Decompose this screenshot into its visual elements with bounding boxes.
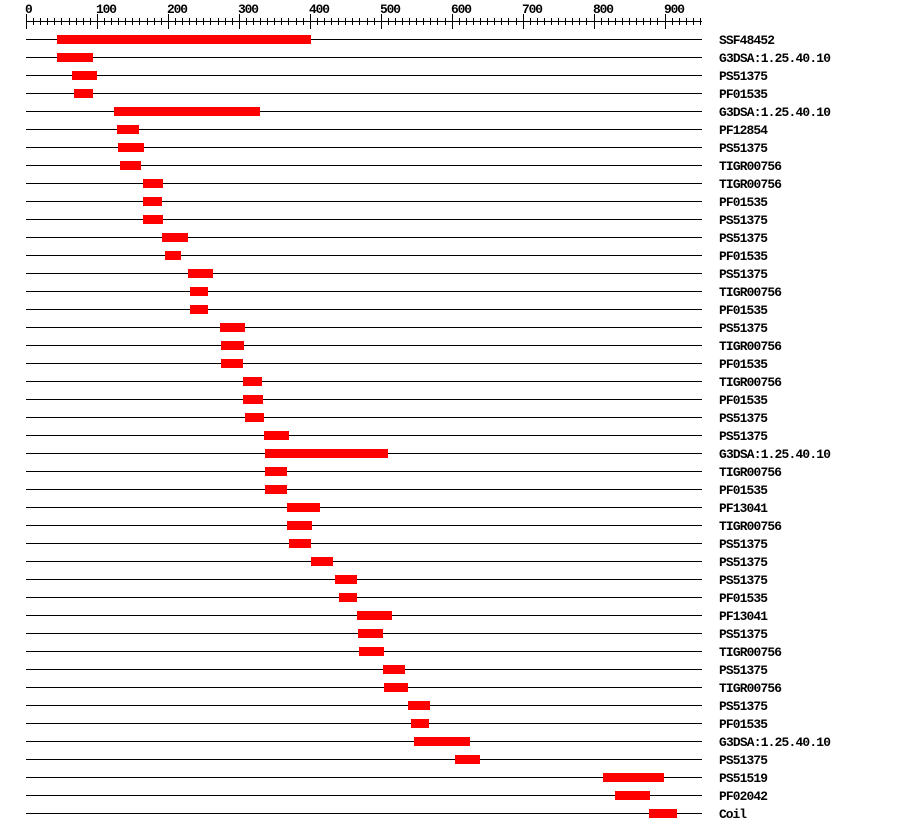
svg-text:G3DSA:1.25.40.10: G3DSA:1.25.40.10	[719, 51, 831, 66]
svg-text:TIGR00756: TIGR00756	[719, 465, 782, 480]
svg-text:PS51375: PS51375	[719, 411, 768, 426]
svg-text:PF01535: PF01535	[719, 591, 768, 606]
svg-text:500: 500	[380, 2, 401, 17]
svg-text:PF02042: PF02042	[719, 789, 768, 804]
svg-text:PS51375: PS51375	[719, 663, 768, 678]
svg-text:TIGR00756: TIGR00756	[719, 375, 782, 390]
svg-text:TIGR00756: TIGR00756	[719, 339, 782, 354]
svg-text:PF01535: PF01535	[719, 717, 768, 732]
svg-text:PF01535: PF01535	[719, 483, 768, 498]
svg-text:400: 400	[309, 2, 330, 17]
svg-text:PF01535: PF01535	[719, 393, 768, 408]
svg-text:PS51519: PS51519	[719, 771, 768, 786]
svg-text:G3DSA:1.25.40.10: G3DSA:1.25.40.10	[719, 735, 831, 750]
svg-text:PS51375: PS51375	[719, 699, 768, 714]
svg-text:TIGR00756: TIGR00756	[719, 681, 782, 696]
svg-text:700: 700	[522, 2, 543, 17]
svg-text:PS51375: PS51375	[719, 141, 768, 156]
svg-text:TIGR00756: TIGR00756	[719, 285, 782, 300]
svg-text:200: 200	[167, 2, 188, 17]
svg-text:TIGR00756: TIGR00756	[719, 645, 782, 660]
svg-text:PS51375: PS51375	[719, 69, 768, 84]
svg-text:PS51375: PS51375	[719, 213, 768, 228]
svg-text:300: 300	[238, 2, 259, 17]
svg-text:PF01535: PF01535	[719, 195, 768, 210]
svg-text:PF13041: PF13041	[719, 501, 768, 516]
svg-text:G3DSA:1.25.40.10: G3DSA:1.25.40.10	[719, 105, 831, 120]
svg-text:TIGR00756: TIGR00756	[719, 159, 782, 174]
svg-text:PF01535: PF01535	[719, 87, 768, 102]
svg-text:PS51375: PS51375	[719, 753, 768, 768]
svg-text:PF13041: PF13041	[719, 609, 768, 624]
svg-text:PS51375: PS51375	[719, 627, 768, 642]
svg-text:PS51375: PS51375	[719, 231, 768, 246]
svg-text:Coil: Coil	[719, 807, 747, 822]
svg-text:PS51375: PS51375	[719, 267, 768, 282]
svg-text:0: 0	[25, 2, 33, 17]
svg-text:PF01535: PF01535	[719, 357, 768, 372]
svg-text:900: 900	[664, 2, 685, 17]
svg-text:PF01535: PF01535	[719, 303, 768, 318]
svg-text:SSF48452: SSF48452	[719, 33, 775, 48]
svg-text:PF01535: PF01535	[719, 249, 768, 264]
svg-text:PS51375: PS51375	[719, 555, 768, 570]
svg-text:G3DSA:1.25.40.10: G3DSA:1.25.40.10	[719, 447, 831, 462]
svg-text:TIGR00756: TIGR00756	[719, 177, 782, 192]
svg-text:800: 800	[593, 2, 614, 17]
svg-text:TIGR00756: TIGR00756	[719, 519, 782, 534]
svg-text:PS51375: PS51375	[719, 429, 768, 444]
svg-text:PS51375: PS51375	[719, 321, 768, 336]
svg-text:100: 100	[96, 2, 117, 17]
svg-text:PS51375: PS51375	[719, 537, 768, 552]
svg-text:PS51375: PS51375	[719, 573, 768, 588]
svg-text:600: 600	[451, 2, 472, 17]
svg-text:PF12854: PF12854	[719, 123, 768, 138]
